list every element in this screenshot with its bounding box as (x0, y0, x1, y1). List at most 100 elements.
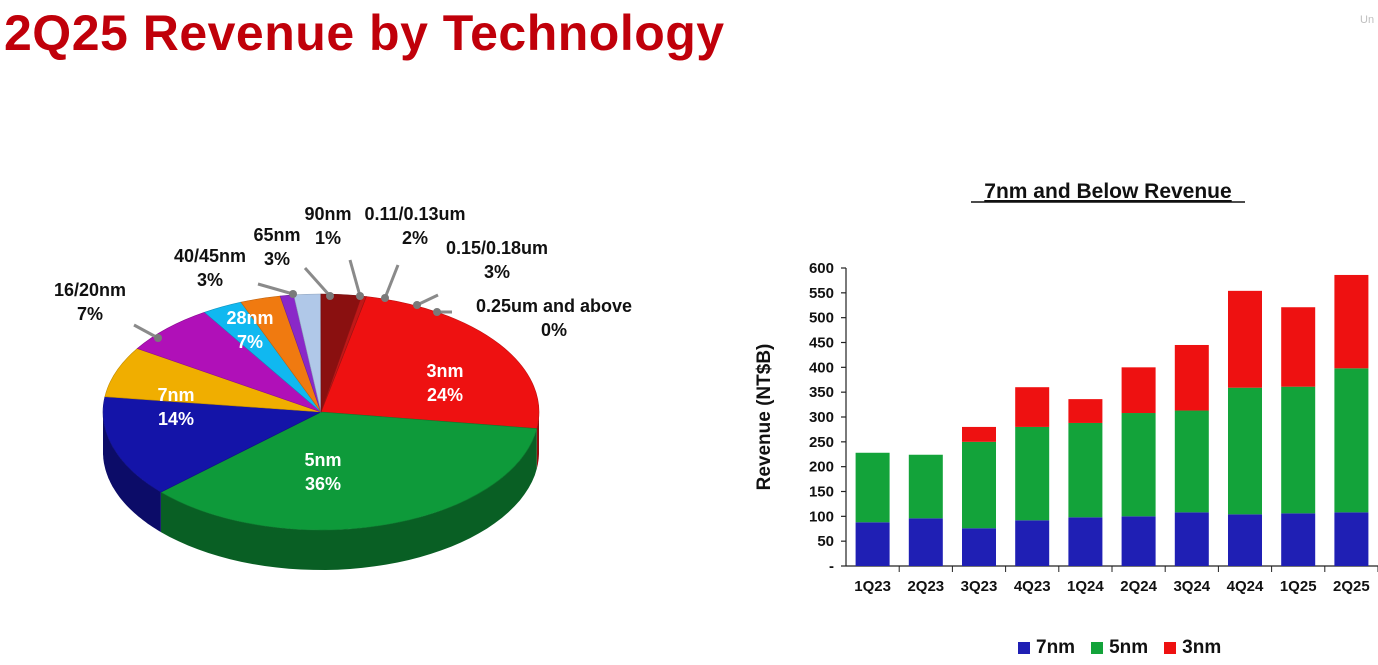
bar-5nm-1Q25 (1281, 386, 1316, 514)
legend-label: 5nm (1109, 637, 1149, 658)
pie-label-name: 0.11/0.13um (364, 204, 465, 224)
y-tick-label: 250 (809, 434, 834, 451)
bar-5nm-3Q23 (962, 441, 996, 529)
x-tick-label: 1Q23 (854, 578, 891, 595)
legend-swatch (1018, 642, 1030, 654)
legend-label: 7nm (1036, 637, 1076, 658)
legend-swatch (1091, 642, 1104, 654)
pie-leader-dot (289, 290, 297, 298)
pie-label-value: 3% (264, 249, 290, 269)
y-tick-label: 500 (809, 310, 834, 327)
pie-leader-line (383, 264, 400, 299)
pie-label-value: 36% (305, 474, 341, 494)
y-tick-label: 200 (809, 459, 834, 476)
bar-7nm-4Q23 (1015, 520, 1050, 566)
bar-chart-title: 7nm and Below Revenue (984, 180, 1231, 203)
pie-side-3nm (536, 412, 539, 469)
pie-label-name: 90nm (304, 204, 351, 224)
pie-label-value: 0% (541, 320, 567, 340)
bar-3nm-4Q23 (1015, 387, 1050, 427)
bar-legend: 7nm 5nm 3nm (1018, 637, 1221, 659)
pie-side (103, 412, 539, 570)
y-tick-label: 450 (809, 335, 834, 352)
y-tick-label: 350 (809, 384, 834, 401)
pie-label-value: 2% (402, 228, 428, 248)
bar-7nm-3Q24 (1174, 512, 1209, 566)
pie-leader-dot (326, 292, 334, 300)
pie-label-value: 7% (237, 332, 263, 352)
bar-5nm-2Q25 (1334, 368, 1369, 513)
pie-leader-line (303, 267, 332, 297)
pie-top (102, 293, 540, 531)
pie-label-value: 3% (197, 270, 223, 290)
pie-labels: 3nm 24% 5nm 36% 7nm 14% 16/20nm 7% 28nm 7% 40/45nm… (54, 204, 632, 494)
y-tick-label: 100 (809, 508, 834, 525)
y-tick-label: 150 (809, 484, 834, 501)
pie-label-name: 28nm (226, 308, 273, 328)
pie-leader-dot (381, 294, 389, 302)
bar-3nm-2Q24 (1121, 367, 1156, 414)
pie-leader-dot (154, 334, 162, 342)
pie-label-name: 16/20nm (54, 280, 126, 300)
bar-7nm-3Q23 (962, 528, 996, 566)
pie-label-name: 40/45nm (174, 246, 246, 266)
legend-label: 3nm (1182, 637, 1222, 658)
bar-3nm-3Q24 (1174, 344, 1209, 411)
pie-label-value: 24% (427, 385, 463, 405)
pie-leader-dot (433, 308, 441, 316)
legend-swatch (1164, 642, 1177, 654)
bar-3nm-1Q24 (1068, 399, 1103, 423)
x-tick-label: 4Q24 (1227, 578, 1264, 595)
x-tick-label: 4Q23 (1014, 578, 1051, 595)
bar-5nm-2Q23 (908, 454, 943, 519)
x-tick-label: 2Q25 (1333, 578, 1370, 595)
pie-slice-3nm (320, 296, 540, 429)
pie-label-name: 3nm (426, 361, 463, 381)
pie-label-name: 0.15/0.18um (446, 238, 548, 258)
bar-3nm-2Q25 (1334, 274, 1369, 369)
bar-5nm-4Q24 (1228, 387, 1262, 515)
bar-3nm-4Q24 (1228, 290, 1262, 388)
pie-side-7nm (103, 412, 161, 533)
bar-7nm-4Q24 (1228, 514, 1262, 566)
y-tick-label: 50 (817, 533, 834, 550)
y-tick-label: 600 (809, 260, 834, 277)
pie-label-value: 14% (158, 409, 194, 429)
pie-side-5nm (160, 428, 537, 570)
pie-label-name: 65nm (253, 225, 300, 245)
y-tick-label: 300 (809, 409, 834, 426)
x-tick-label: 2Q23 (907, 578, 944, 595)
bar-5nm-1Q23 (855, 452, 890, 523)
bar-7nm-2Q23 (908, 518, 943, 566)
bar-3nm-3Q23 (962, 426, 996, 442)
bar-5nm-1Q24 (1068, 422, 1103, 518)
x-tick-label: 1Q24 (1067, 578, 1104, 595)
pie-label-value: 1% (315, 228, 341, 248)
pie-label-name: 7nm (157, 385, 194, 405)
bar-7nm-2Q24 (1121, 516, 1156, 566)
x-tick-label: 3Q24 (1173, 578, 1210, 595)
bar-5nm-3Q24 (1174, 410, 1209, 513)
pie-label-value: 3% (484, 262, 510, 282)
y-tick-label: - (829, 558, 834, 575)
corner-text: Un (1360, 14, 1375, 26)
legend-item-5nm: 5nm (1091, 637, 1148, 659)
x-tick-label: 1Q25 (1280, 578, 1317, 595)
pie-leader-dot (413, 301, 421, 309)
pie-leader-line (257, 282, 294, 296)
y-axis-label: Revenue (NT$B) (754, 344, 775, 491)
pie-leader-line (348, 259, 362, 297)
y-tick-label: 400 (809, 359, 834, 376)
bar-3nm-1Q25 (1281, 307, 1316, 387)
pie-label-value: 7% (77, 304, 103, 324)
page-title: 2Q25 Revenue by Technology (4, 5, 725, 61)
y-tick-label: 550 (809, 285, 834, 302)
pie-slice-5nm (160, 411, 538, 531)
pie-leader-line (133, 323, 159, 340)
pie-label-name: 5nm (304, 450, 341, 470)
pie-leader-dot (356, 292, 364, 300)
pie-chart: 3nm 24% 5nm 36% 7nm 14% 16/20nm 7% 28nm 7% 40/45nm… (54, 204, 632, 570)
bar-7nm-1Q25 (1281, 513, 1316, 566)
bar-5nm-4Q23 (1015, 426, 1050, 521)
x-tick-label: 2Q24 (1120, 578, 1157, 595)
